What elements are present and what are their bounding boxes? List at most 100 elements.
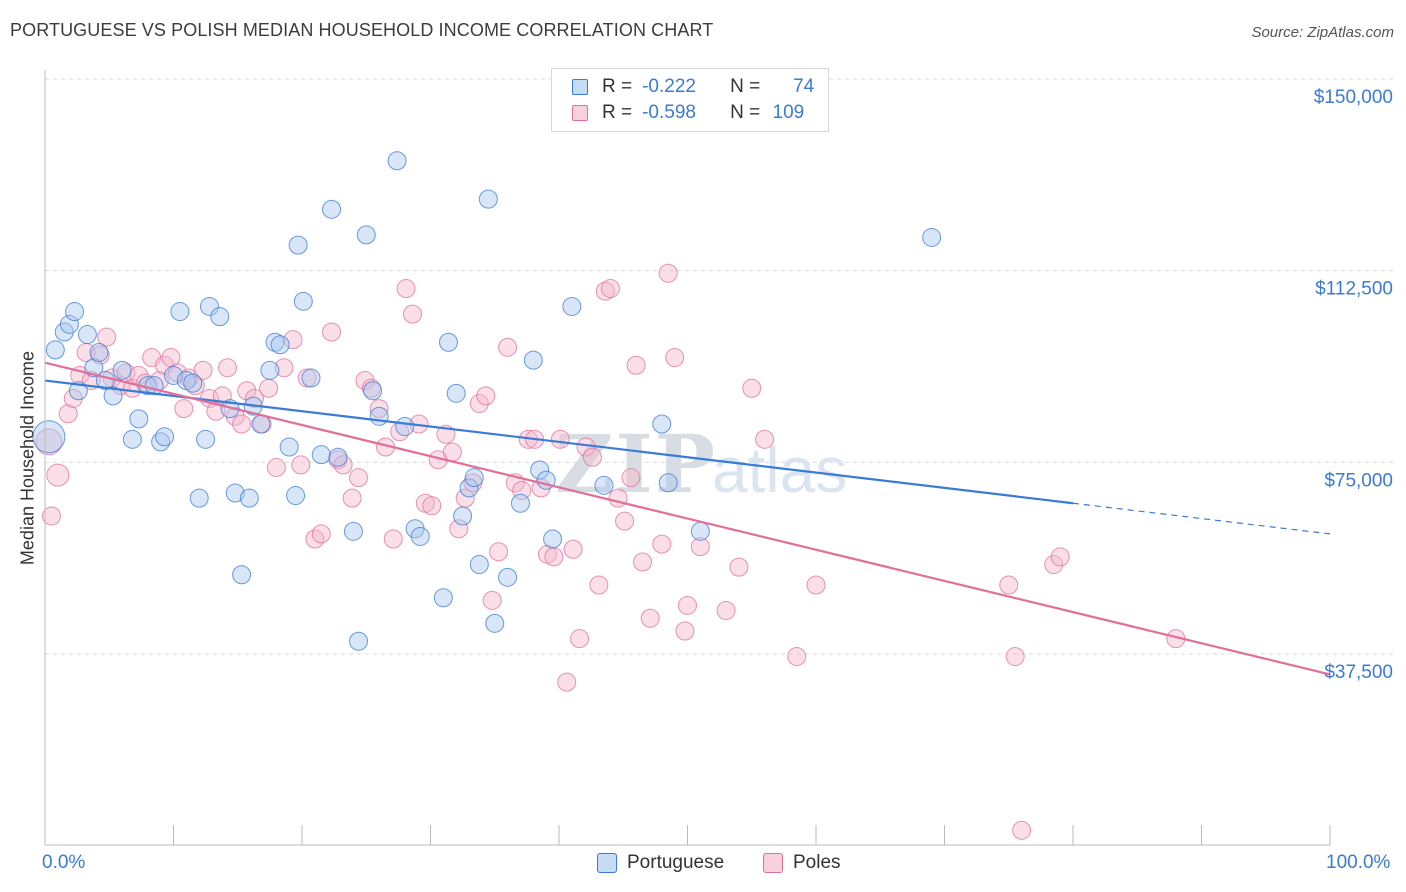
portuguese-point	[232, 565, 252, 585]
poles-point	[383, 529, 403, 549]
portuguese-point	[498, 567, 518, 587]
portuguese-point	[103, 386, 123, 406]
portuguese-point	[260, 360, 280, 380]
poles-point	[498, 337, 518, 357]
poles-point	[449, 519, 469, 539]
poles-point	[626, 355, 646, 375]
portuguese-point	[155, 427, 175, 447]
poles-trend-line	[44, 361, 1331, 676]
portuguese-point	[485, 613, 505, 633]
poles-point	[41, 506, 61, 526]
legend-n-value: 74	[793, 76, 815, 97]
poles-point	[1005, 647, 1025, 667]
poles-point	[259, 378, 279, 398]
poles-point	[1050, 547, 1070, 567]
y-tick-label: $150,000	[1314, 87, 1393, 108]
poles-point	[550, 429, 570, 449]
portuguese-point	[122, 429, 142, 449]
portuguese-point	[77, 325, 97, 345]
chart-title: PORTUGUESE VS POLISH MEDIAN HOUSEHOLD IN…	[10, 20, 714, 40]
poles-point	[582, 447, 602, 467]
portuguese-point	[510, 493, 530, 513]
poles-point	[46, 463, 70, 487]
poles-point	[403, 304, 423, 324]
portuguese-point	[89, 342, 109, 362]
bottom-legend-swatch-portuguese	[597, 853, 617, 873]
poles-point	[482, 590, 502, 610]
poles-point	[755, 429, 775, 449]
poles-point	[806, 575, 826, 595]
portuguese-point	[343, 521, 363, 541]
poles-point	[690, 537, 710, 557]
poles-point	[305, 529, 325, 549]
poles-point	[787, 647, 807, 667]
poles-point	[422, 496, 442, 516]
axis-layer: $150,000 $112,500 $75,000 $37,500	[44, 70, 1393, 846]
poles-point	[58, 404, 78, 424]
portuguese-point	[690, 521, 710, 541]
y-tick-label: $112,500	[1315, 279, 1393, 300]
portuguese-point	[68, 381, 88, 401]
poles-point	[742, 378, 762, 398]
poles-point	[615, 511, 635, 531]
poles-point	[369, 399, 389, 419]
poles-point	[476, 386, 496, 406]
poles-point	[266, 457, 286, 477]
portuguese-point	[438, 332, 458, 352]
poles-point	[544, 547, 564, 567]
trend-layer	[44, 361, 1331, 676]
portuguese-point	[395, 417, 415, 437]
portuguese-point	[922, 227, 942, 247]
portuguese-point	[293, 291, 313, 311]
portuguese-point	[210, 307, 230, 327]
poles-point	[396, 279, 416, 299]
legend-n-label: N =	[730, 102, 761, 123]
portuguese-point	[356, 225, 376, 245]
portuguese-point	[478, 189, 498, 209]
poles-point	[665, 348, 685, 368]
y-axis-label: Median Household Income	[17, 350, 38, 566]
portuguese-point	[459, 478, 479, 498]
points-layer	[32, 151, 1186, 840]
y-tick-label: $75,000	[1324, 470, 1393, 491]
poles-point	[97, 327, 117, 347]
portuguese-trend-line	[44, 379, 1074, 505]
poles-point	[570, 629, 590, 649]
legend-r-label: R =	[602, 102, 633, 123]
portuguese-point	[464, 468, 484, 488]
portuguese-point	[594, 475, 614, 495]
poles-point	[311, 524, 331, 544]
portuguese-point	[369, 406, 389, 426]
legend-r-value: -0.598	[642, 102, 696, 123]
portuguese-point	[652, 414, 672, 434]
bottom-legend-poles: Poles	[763, 852, 841, 874]
poles-point	[355, 371, 375, 391]
portuguese-point	[658, 473, 678, 493]
poles-point	[469, 394, 489, 414]
poles-point	[595, 281, 615, 301]
portuguese-point	[433, 588, 453, 608]
legend-swatch-poles	[572, 105, 588, 121]
portuguese-point	[225, 483, 245, 503]
portuguese-point	[446, 383, 466, 403]
poles-point	[185, 376, 205, 396]
portuguese-point	[151, 432, 171, 452]
portuguese-point	[286, 486, 306, 506]
x-tick-label-max: 100.0%	[1326, 852, 1391, 873]
legend-row-portuguese: R = -0.222 N = 74	[572, 75, 814, 99]
poles-point	[557, 672, 577, 692]
watermark-text: ZIP	[555, 417, 717, 511]
portuguese-point	[530, 460, 550, 480]
portuguese-point	[170, 302, 190, 322]
portuguese-point	[311, 445, 331, 465]
portuguese-point	[59, 314, 79, 334]
portuguese-point	[164, 365, 183, 385]
portuguese-point	[196, 429, 216, 449]
poles-point	[633, 552, 653, 572]
poles-point	[35, 428, 63, 456]
poles-point	[589, 575, 609, 595]
portuguese-point	[562, 296, 582, 316]
portuguese-point	[65, 302, 85, 322]
portuguese-point	[270, 335, 290, 355]
watermark-text: atlas	[712, 434, 847, 506]
